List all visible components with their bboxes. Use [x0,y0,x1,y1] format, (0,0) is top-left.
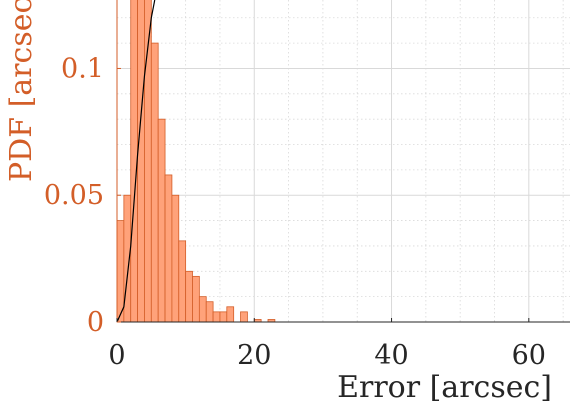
cdf-line [116,0,156,323]
y-tick-label: 0.05 [44,180,104,211]
y-tick-label: 0.1 [61,53,104,84]
histogram-bar [185,270,193,323]
histogram-bars [116,0,276,323]
histogram-bar [137,0,145,323]
y-tick-label: 0 [87,307,104,338]
x-axis-label: Error [arcsec] [337,370,552,405]
histogram-bar [226,306,235,323]
histogram-bar [164,174,173,323]
histogram-bar [150,42,159,323]
histogram-bar [116,220,125,323]
tick-labels: 0 20 40 60 0 0.05 0.1 [44,53,546,371]
histogram-bar [205,301,214,323]
x-tick-label: 60 [512,340,546,371]
histogram-bar [240,311,248,323]
histogram-bar [157,118,166,323]
histogram-bar [198,296,207,323]
x-tick-label: 0 [108,340,125,371]
histogram-bar [192,275,200,323]
x-tick-label: 20 [237,340,271,371]
x-tick-label: 40 [374,340,408,371]
histogram-bar [219,311,228,323]
histogram-bar [178,240,187,323]
histogram-bar [171,194,180,323]
y-axis-label: PDF [arcsec [4,0,39,182]
cdf-line-layer [116,0,156,323]
axes [116,0,570,323]
histogram-bar [212,311,221,323]
grid-lines [117,0,570,322]
